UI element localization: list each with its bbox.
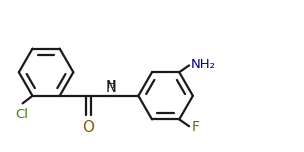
Text: NH₂: NH₂ [191,58,216,71]
Text: F: F [192,120,200,134]
Text: H: H [107,80,115,90]
Text: O: O [82,120,95,135]
Text: Cl: Cl [16,108,28,121]
Text: N: N [106,80,117,95]
